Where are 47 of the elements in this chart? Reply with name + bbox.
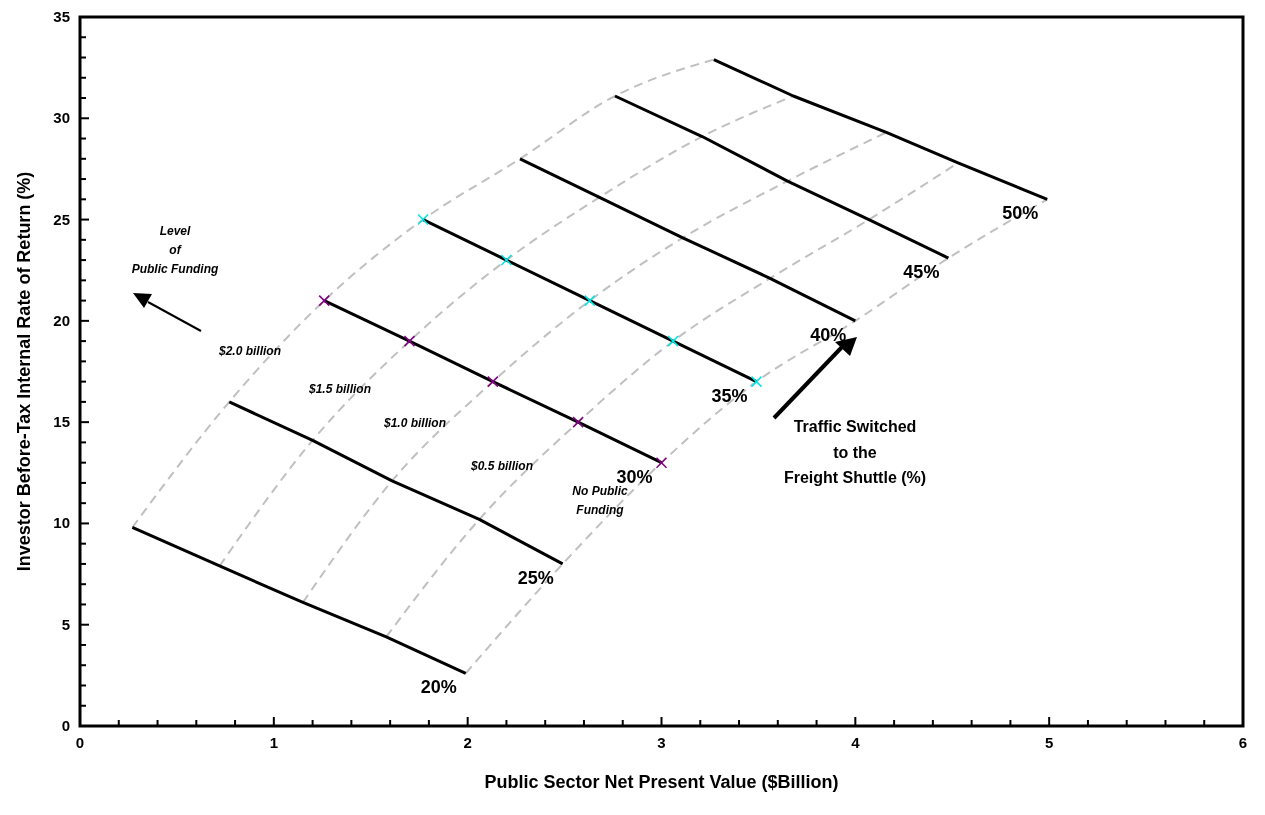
line-series (518, 157, 857, 323)
x-tick-label: 0 (75, 734, 85, 751)
y-tick-label: 0 (61, 717, 70, 734)
x-tick-label: 5 (1044, 734, 1054, 751)
y-tick-label: 35 (53, 8, 70, 25)
annotation: $1.0 billion (382, 416, 447, 430)
series-label: 30% (616, 466, 653, 487)
x-tick-label: 2 (463, 734, 472, 751)
y-tick-label: 30 (53, 109, 70, 127)
series-label: 25% (517, 567, 554, 588)
series-label: 20% (420, 677, 457, 698)
series-label: 40% (810, 324, 847, 345)
x-tick-label: 4 (851, 734, 861, 751)
point (750, 375, 763, 388)
annotation: Level of Public Funding (131, 224, 219, 277)
line-series (712, 58, 1049, 201)
point (500, 254, 513, 266)
series-label: 35% (711, 385, 748, 406)
line-series (227, 400, 565, 566)
line-series (613, 94, 950, 260)
point (417, 213, 429, 226)
annotation: No Public Funding (572, 484, 628, 518)
point (572, 416, 584, 428)
line-series (130, 525, 468, 675)
y-axis-title: Investor Before-Tax Internal Rate of Return (%) (14, 171, 34, 572)
annotation: $2.0 billion (217, 344, 282, 358)
x-tick-label: 1 (269, 734, 279, 751)
series-label: 45% (903, 262, 940, 283)
annotation: Traffic Switched to the Freight Shuttle (%) (783, 418, 927, 487)
x-tick-label: 3 (657, 734, 666, 751)
point (318, 294, 330, 307)
x-tick-label: 6 (1238, 734, 1248, 751)
line-series (464, 198, 1049, 675)
series-label: 50% (1002, 203, 1039, 224)
y-tick-label: 5 (61, 615, 70, 633)
point (403, 335, 416, 347)
y-tick-label: 20 (53, 311, 70, 329)
point (655, 456, 668, 469)
annotation: $0.5 billion (469, 459, 534, 473)
point (584, 294, 596, 307)
point (667, 335, 679, 347)
point (487, 375, 499, 388)
x-axis-title: Public Sector Net Present Value ($Billion) (484, 772, 839, 792)
y-tick-label: 10 (53, 514, 70, 532)
y-tick-label: 25 (53, 210, 70, 228)
y-tick-label: 15 (53, 413, 70, 431)
annotation: $1.5 billion (307, 382, 372, 396)
